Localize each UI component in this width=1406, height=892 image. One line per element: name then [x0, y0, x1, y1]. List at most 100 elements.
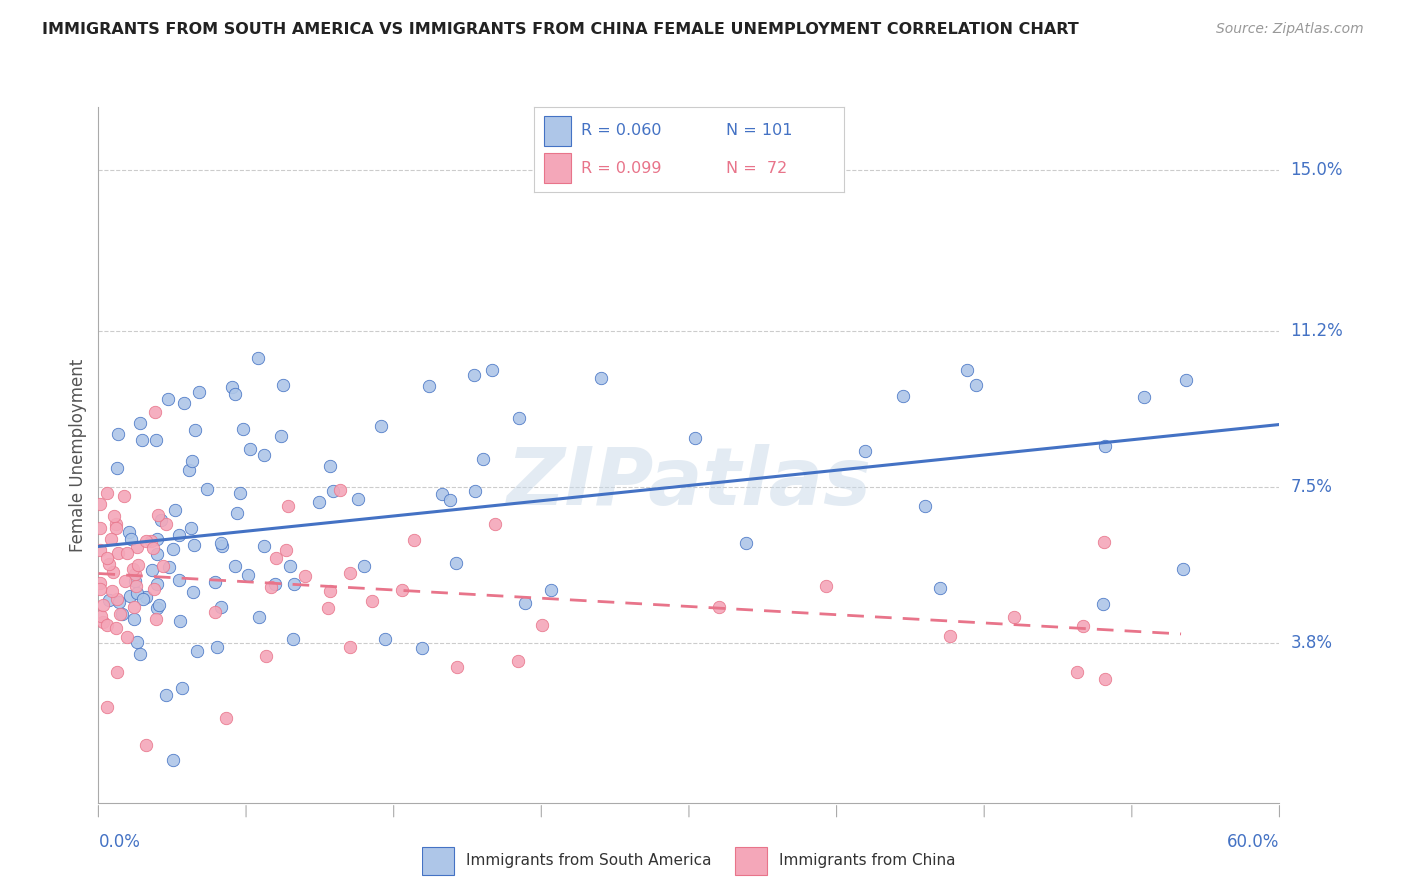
Point — [96, 700, 118, 714]
Point — [1171, 562, 1194, 576]
Point — [162, 541, 184, 556]
Point — [283, 576, 305, 591]
Point — [180, 521, 202, 535]
Point — [89, 520, 111, 534]
Point — [411, 641, 433, 656]
Point — [319, 458, 342, 473]
Point — [91, 615, 114, 629]
Point — [135, 738, 157, 752]
Point — [1002, 610, 1025, 624]
Point — [145, 532, 167, 546]
Text: R = 0.060: R = 0.060 — [581, 123, 661, 138]
Point — [195, 482, 218, 496]
Point — [167, 528, 190, 542]
Point — [125, 579, 148, 593]
Point — [184, 423, 207, 437]
Point — [506, 654, 529, 668]
Point — [89, 576, 111, 591]
Point — [247, 610, 270, 624]
Point — [224, 559, 246, 574]
Point — [318, 584, 340, 599]
Y-axis label: Female Unemployment: Female Unemployment — [69, 359, 87, 551]
Point — [90, 608, 112, 623]
Point — [183, 538, 205, 552]
Text: N = 101: N = 101 — [725, 123, 793, 138]
Point — [187, 384, 209, 399]
Point — [148, 599, 170, 613]
Point — [814, 579, 837, 593]
Point — [120, 590, 142, 604]
Point — [215, 711, 238, 725]
Point — [124, 574, 146, 588]
Point — [294, 569, 316, 583]
Point — [104, 521, 127, 535]
Point — [146, 576, 169, 591]
Point — [308, 495, 330, 509]
Point — [186, 644, 208, 658]
Point — [100, 583, 122, 598]
Point — [156, 392, 179, 406]
Point — [1071, 618, 1094, 632]
Point — [155, 517, 177, 532]
Text: R = 0.099: R = 0.099 — [581, 161, 661, 176]
Point — [146, 601, 169, 615]
Point — [463, 368, 485, 382]
Point — [89, 543, 111, 558]
Point — [155, 688, 177, 702]
Point — [105, 591, 128, 606]
Point — [236, 568, 259, 582]
Text: 3.8%: 3.8% — [1291, 633, 1333, 651]
Point — [274, 543, 297, 558]
Point — [162, 753, 184, 767]
Point — [734, 536, 756, 550]
Point — [439, 493, 461, 508]
Point — [446, 660, 468, 674]
Text: 0.0%: 0.0% — [98, 833, 141, 851]
Point — [146, 548, 169, 562]
Point — [956, 362, 979, 376]
Point — [221, 380, 243, 394]
Point — [263, 576, 285, 591]
Point — [105, 461, 128, 475]
Point — [209, 536, 232, 550]
Text: N =  72: N = 72 — [725, 161, 787, 176]
Point — [180, 453, 202, 467]
Point — [125, 634, 148, 648]
Text: Source: ZipAtlas.com: Source: ZipAtlas.com — [1216, 22, 1364, 37]
Point — [360, 594, 382, 608]
Point — [540, 583, 562, 598]
Point — [107, 427, 129, 442]
Point — [353, 559, 375, 574]
Point — [167, 573, 190, 587]
Point — [96, 617, 118, 632]
Point — [135, 533, 157, 548]
Point — [939, 629, 962, 643]
Point — [97, 593, 120, 607]
Point — [271, 378, 294, 392]
Point — [339, 640, 361, 654]
Point — [142, 582, 165, 596]
Point — [128, 417, 150, 431]
Point — [1092, 535, 1115, 549]
Point — [127, 540, 149, 554]
Point — [481, 363, 503, 377]
Point — [430, 486, 453, 500]
Point — [464, 483, 486, 498]
Point — [264, 550, 287, 565]
Point — [370, 419, 392, 434]
Point — [128, 647, 150, 661]
Point — [124, 566, 146, 581]
Point — [179, 463, 201, 477]
Point — [204, 605, 226, 619]
Point — [316, 600, 339, 615]
Point — [120, 532, 142, 546]
Point — [149, 513, 172, 527]
Point — [965, 378, 987, 392]
Point — [142, 541, 165, 555]
Text: 15.0%: 15.0% — [1291, 161, 1343, 179]
Text: IMMIGRANTS FROM SOUTH AMERICA VS IMMIGRANTS FROM CHINA FEMALE UNEMPLOYMENT CORRE: IMMIGRANTS FROM SOUTH AMERICA VS IMMIGRA… — [42, 22, 1078, 37]
Point — [108, 607, 131, 621]
Point — [159, 559, 181, 574]
Point — [122, 562, 145, 576]
Point — [107, 546, 129, 560]
